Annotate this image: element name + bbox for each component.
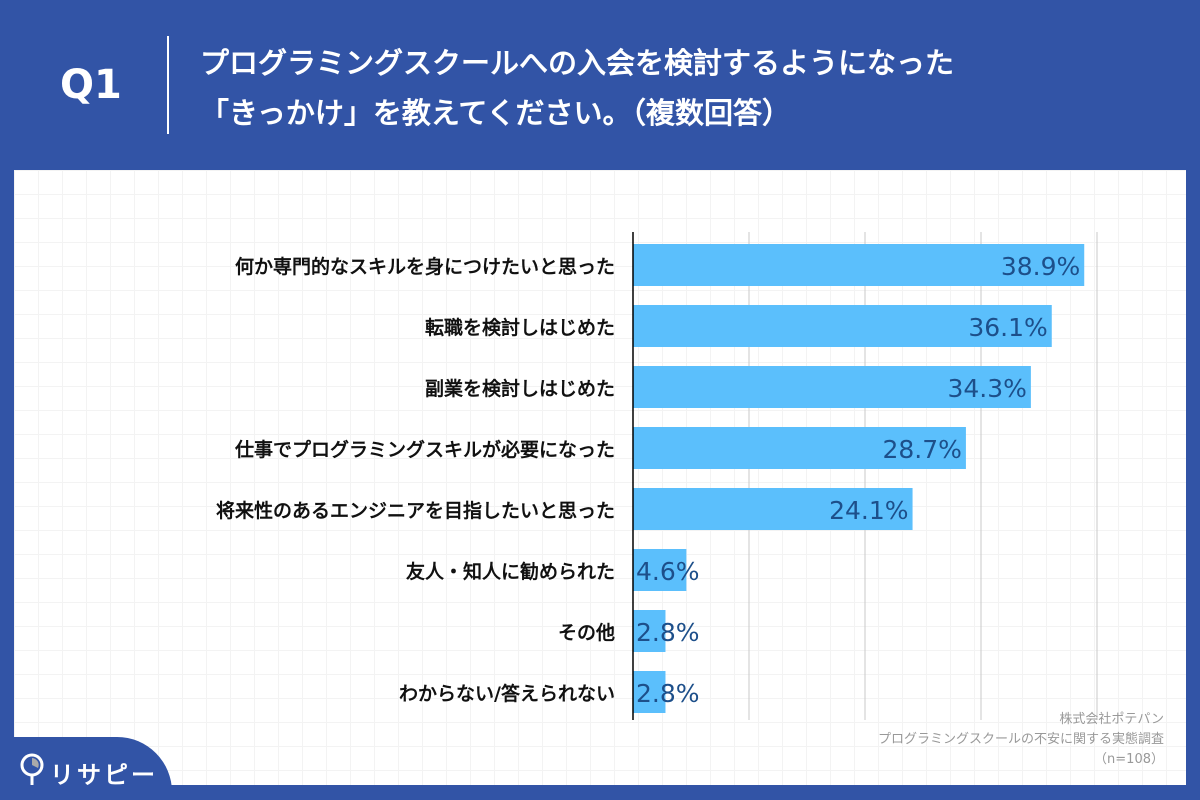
category-label: 副業を検討しはじめた	[425, 377, 615, 400]
source-note: 株式会社ポテパンプログラミングスクールの不安に関する実態調査 （n=108）	[878, 710, 1164, 770]
value-label: 36.1%	[968, 313, 1047, 342]
category-label: わからない/答えられない	[399, 682, 615, 705]
category-label: 将来性のあるエンジニアを目指したいと思った	[216, 499, 615, 522]
category-label: 友人・知人に勧められた	[406, 560, 615, 583]
category-label: 何か専門的なスキルを身につけたいと思った	[235, 255, 615, 278]
question-title: プログラミングスクールへの入会を検討するようになった 「きっかけ」を教えてください…	[200, 38, 1180, 138]
value-label: 28.7%	[882, 435, 961, 464]
logo-text: リサピー	[50, 761, 158, 789]
bar	[633, 244, 1085, 286]
category-label: 仕事でプログラミングスキルが必要になった	[234, 438, 615, 461]
category-label: その他	[558, 621, 615, 644]
category-label: 転職を検討しはじめた	[425, 316, 615, 339]
title-line-1: プログラミングスクールへの入会を検討するようになった	[200, 46, 955, 80]
magnifier-pin-icon	[20, 753, 44, 785]
divider	[167, 36, 169, 134]
source-company: 株式会社ポテパン	[1059, 712, 1164, 727]
bar	[633, 366, 1031, 408]
value-label: 4.6%	[636, 557, 700, 586]
bar	[633, 549, 687, 591]
value-label: 2.8%	[636, 679, 700, 708]
value-label: 38.9%	[1001, 252, 1080, 281]
title-line-2: 「きっかけ」を教えてください。（複数回答）	[200, 96, 792, 130]
sample-size: （n=108）	[1094, 752, 1164, 767]
bar	[633, 427, 966, 469]
bar	[633, 305, 1052, 347]
source-survey: プログラミングスクールの不安に関する実態調査	[877, 732, 1164, 747]
value-label: 24.1%	[829, 496, 908, 525]
question-number: Q1	[60, 62, 122, 108]
value-label: 2.8%	[636, 618, 700, 647]
value-label: 34.3%	[947, 374, 1026, 403]
bar	[633, 610, 666, 652]
bar	[633, 671, 666, 713]
bar	[633, 488, 913, 530]
logo: リサピー	[0, 737, 172, 800]
